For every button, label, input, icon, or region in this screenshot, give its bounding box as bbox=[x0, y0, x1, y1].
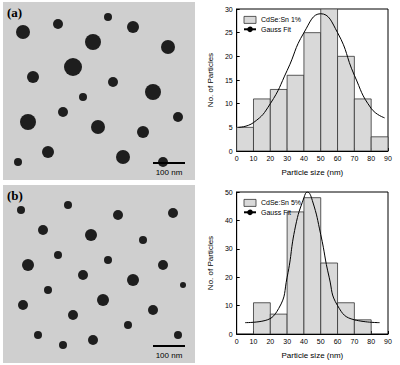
svg-text:0: 0 bbox=[229, 331, 233, 338]
svg-text:100 nm: 100 nm bbox=[156, 351, 183, 360]
svg-text:20: 20 bbox=[266, 338, 274, 345]
svg-text:20: 20 bbox=[266, 155, 274, 162]
svg-text:60: 60 bbox=[334, 155, 342, 162]
svg-text:40: 40 bbox=[300, 155, 308, 162]
svg-text:20: 20 bbox=[225, 53, 233, 60]
svg-text:CdSe:Sn 1%: CdSe:Sn 1% bbox=[261, 16, 301, 23]
svg-text:80: 80 bbox=[367, 338, 375, 345]
svg-text:60: 60 bbox=[334, 338, 342, 345]
svg-text:(a): (a) bbox=[7, 5, 22, 20]
svg-text:30: 30 bbox=[283, 338, 291, 345]
svg-text:70: 70 bbox=[350, 155, 358, 162]
svg-text:(b): (b) bbox=[7, 188, 23, 203]
svg-text:CdSe:Sn 5%: CdSe:Sn 5% bbox=[261, 199, 301, 206]
svg-text:0: 0 bbox=[229, 148, 233, 155]
svg-text:0: 0 bbox=[235, 155, 239, 162]
svg-text:90: 90 bbox=[384, 155, 392, 162]
svg-text:50: 50 bbox=[317, 338, 325, 345]
svg-text:40: 40 bbox=[300, 338, 308, 345]
svg-text:70: 70 bbox=[350, 338, 358, 345]
svg-text:20: 20 bbox=[225, 274, 233, 281]
svg-text:50: 50 bbox=[225, 189, 233, 196]
svg-text:No. of Particles: No. of Particles bbox=[206, 236, 215, 290]
svg-text:10: 10 bbox=[250, 338, 258, 345]
svg-text:0: 0 bbox=[235, 338, 239, 345]
svg-text:Gauss Fit: Gauss Fit bbox=[261, 209, 291, 216]
svg-text:30: 30 bbox=[283, 155, 291, 162]
svg-text:Particle size (nm): Particle size (nm) bbox=[281, 351, 343, 360]
svg-text:40: 40 bbox=[225, 217, 233, 224]
svg-text:30: 30 bbox=[225, 245, 233, 252]
svg-text:Particle size (nm): Particle size (nm) bbox=[281, 168, 343, 177]
svg-text:25: 25 bbox=[225, 29, 233, 36]
svg-text:10: 10 bbox=[225, 302, 233, 309]
svg-text:10: 10 bbox=[225, 100, 233, 107]
svg-text:Gauss Fit: Gauss Fit bbox=[261, 26, 291, 33]
svg-text:90: 90 bbox=[384, 338, 392, 345]
svg-text:30: 30 bbox=[225, 6, 233, 13]
svg-text:5: 5 bbox=[229, 124, 233, 131]
svg-text:50: 50 bbox=[317, 155, 325, 162]
svg-text:15: 15 bbox=[225, 77, 233, 84]
svg-text:No. of Particles: No. of Particles bbox=[206, 53, 215, 107]
svg-text:80: 80 bbox=[367, 155, 375, 162]
svg-text:100 nm: 100 nm bbox=[156, 168, 183, 177]
svg-text:10: 10 bbox=[250, 155, 258, 162]
